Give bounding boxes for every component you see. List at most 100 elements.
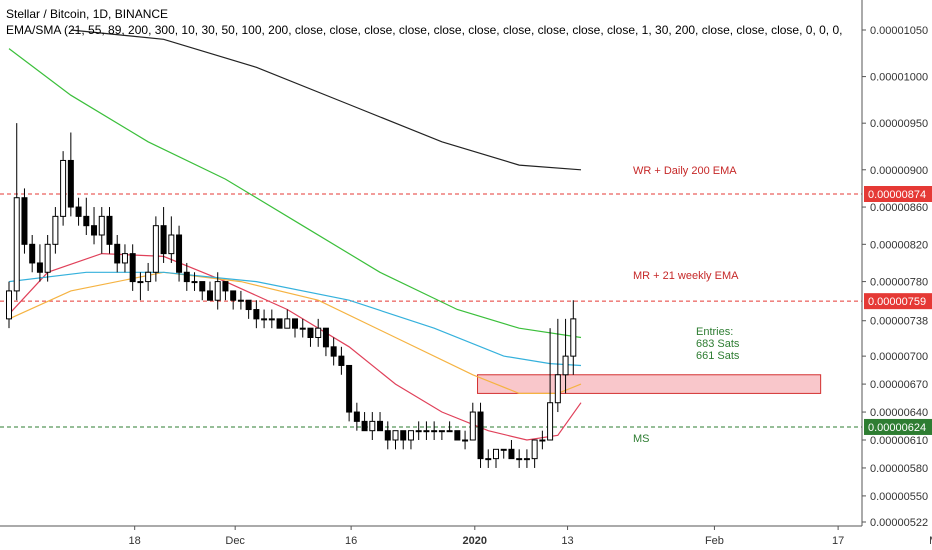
candle-body [6, 290, 12, 320]
candle [485, 449, 492, 468]
candle-body [431, 430, 438, 433]
candle-body [315, 327, 322, 339]
entries-title: Entries: [696, 326, 734, 338]
candle [407, 430, 414, 450]
candle-body [253, 309, 260, 320]
candle [176, 225, 183, 282]
candle [361, 412, 368, 432]
candle [44, 235, 51, 282]
candle [400, 430, 407, 450]
candle-body [98, 215, 105, 236]
y-tick-label: 0.00000670 [870, 379, 928, 391]
candle [152, 216, 159, 282]
candle [168, 216, 175, 263]
candle-body [67, 159, 74, 208]
candle [299, 318, 306, 338]
x-tick-label: 17 [832, 535, 844, 547]
candle-body [268, 318, 275, 321]
candle-body [83, 215, 90, 227]
candle-body [469, 411, 476, 441]
x-tick-label: 2020 [463, 535, 487, 547]
candle [121, 244, 128, 273]
entries-note: Entries: 683 Sats 661 Sats [696, 326, 739, 362]
indicator-settings: EMA/SMA (21, 55, 89, 200, 300, 10, 30, 5… [6, 23, 843, 37]
level-price-label: 0.00000624 [868, 422, 926, 434]
candle-body [346, 364, 353, 413]
candle [523, 449, 530, 468]
candle [477, 402, 484, 468]
candle [438, 430, 445, 440]
candle [315, 318, 322, 347]
level-price-label: 0.00000759 [868, 296, 926, 308]
candle-body [462, 439, 469, 442]
candle-body [500, 448, 507, 451]
candle-body [276, 318, 283, 329]
level-price-tag [864, 293, 932, 310]
candle-body [547, 402, 554, 441]
ema-300-line [70, 29, 582, 171]
candle [222, 281, 229, 301]
candle-body [114, 243, 121, 264]
candle-body [75, 206, 82, 217]
candle-body [91, 225, 98, 236]
candle [446, 421, 453, 433]
candle [230, 290, 237, 310]
candle [276, 318, 283, 329]
candle-body [523, 458, 530, 461]
candle [160, 207, 167, 263]
candle [91, 207, 98, 245]
x-tick-label: Mar [929, 535, 932, 547]
candle [261, 309, 268, 329]
y-tick-label: 0.00000900 [870, 165, 928, 177]
entry-zone [477, 374, 822, 394]
y-tick-label: 0.00000738 [870, 316, 928, 328]
candle-body [361, 420, 368, 432]
x-tick-label: 13 [561, 535, 573, 547]
candle [353, 402, 360, 431]
candle [431, 421, 438, 440]
candle-body [129, 253, 136, 283]
candle-body [222, 281, 229, 292]
entry-1: 683 Sats [696, 338, 740, 350]
candle [415, 421, 422, 440]
candle-body [554, 374, 561, 404]
candle [145, 262, 152, 291]
candle [199, 281, 206, 301]
candle [52, 207, 59, 254]
candle-body [237, 299, 244, 302]
candle [307, 327, 314, 347]
candle [60, 151, 67, 226]
candle-body [214, 281, 221, 301]
candle [106, 207, 113, 254]
y-tick-label: 0.00000860 [870, 202, 928, 214]
candle-body [60, 159, 67, 217]
wr-label: WR + Daily 200 EMA [633, 165, 737, 177]
candle [423, 421, 430, 440]
candle-body [454, 430, 461, 441]
candle-body [106, 215, 113, 245]
candle-body [168, 234, 175, 255]
chart-title: Stellar / Bitcoin, 1D, BINANCE [6, 7, 169, 21]
candle-body [13, 197, 20, 292]
candle-body [446, 430, 453, 433]
candle-body [539, 439, 546, 442]
candle-body [415, 430, 422, 433]
candle-body [492, 448, 499, 460]
candle-body [384, 430, 391, 441]
candle-body [206, 290, 213, 301]
ema-200-line [8, 48, 582, 339]
candle [384, 421, 391, 450]
candle [206, 281, 213, 301]
candle-body [199, 281, 206, 292]
candle-body [307, 327, 314, 339]
candle-body [322, 327, 329, 348]
y-tick-label: 0.00000780 [870, 277, 928, 289]
candle-body [21, 197, 28, 245]
candle-body [145, 271, 152, 283]
candle [369, 412, 376, 440]
candle-body [516, 458, 523, 461]
y-tick-label: 0.00000610 [870, 435, 928, 447]
candle [322, 327, 329, 357]
candle [245, 299, 252, 319]
